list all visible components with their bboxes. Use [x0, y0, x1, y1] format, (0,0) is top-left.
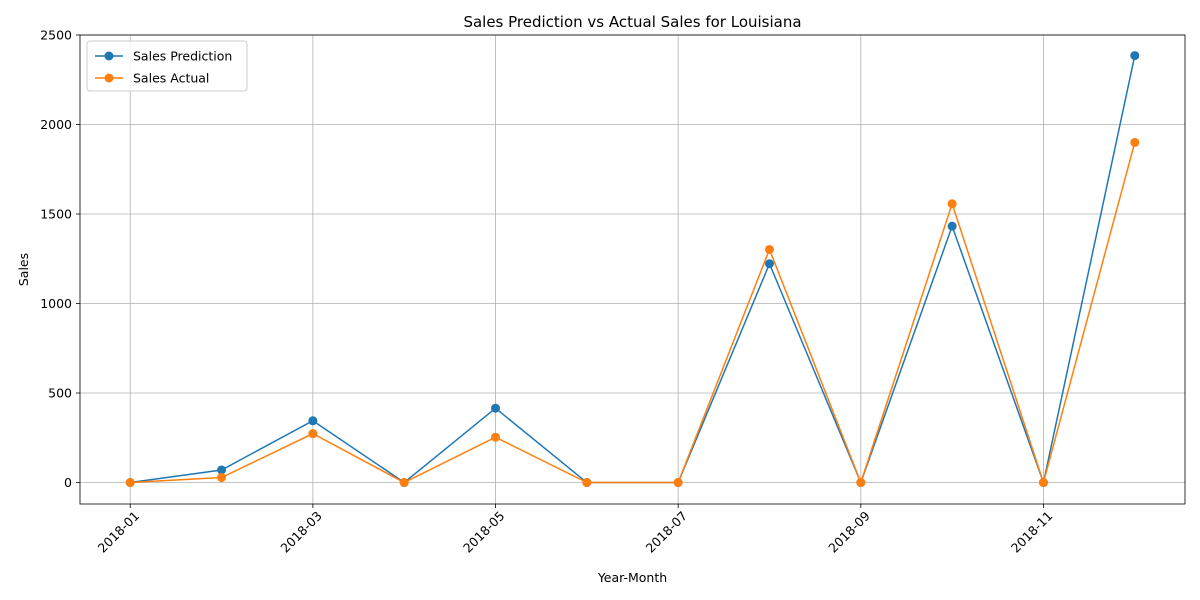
x-tick-label: 2018-05	[460, 508, 508, 556]
x-axis-label: Year-Month	[597, 570, 667, 585]
y-tick-label: 1500	[40, 207, 72, 222]
data-point	[217, 465, 227, 475]
grid-layer	[80, 34, 1185, 504]
data-point	[491, 432, 501, 442]
series-line	[130, 142, 1136, 486]
x-tick-label: 2018-03	[277, 508, 325, 556]
data-point	[308, 429, 318, 439]
data-point	[764, 244, 774, 254]
data-point	[1038, 478, 1048, 488]
legend-label: Sales Actual	[133, 71, 209, 86]
data-point	[764, 259, 774, 269]
data-point	[491, 403, 501, 413]
y-tick-label: 500	[48, 386, 72, 401]
y-tick-label: 0	[64, 475, 72, 490]
axes-frame	[79, 34, 1186, 505]
legend-marker	[104, 73, 114, 83]
series-prediction	[125, 51, 1140, 488]
chart-title: Sales Prediction vs Actual Sales for Lou…	[463, 13, 801, 31]
x-tick-label: 2018-09	[825, 508, 873, 556]
legend-label: Sales Prediction	[133, 49, 232, 64]
data-point	[1130, 137, 1140, 147]
x-tick-label: 2018-01	[95, 508, 143, 556]
y-tick-label: 1000	[40, 296, 72, 311]
data-point	[582, 478, 592, 488]
series-line	[130, 55, 1136, 486]
data-point	[673, 478, 683, 488]
data-point	[856, 478, 866, 488]
x-tick-label: 2018-11	[1008, 508, 1056, 556]
y-tick-label: 2000	[40, 117, 72, 132]
legend: Sales Prediction Sales Actual	[86, 40, 248, 92]
data-point	[1130, 51, 1140, 61]
series-actual	[125, 137, 1140, 488]
data-point	[308, 416, 318, 426]
data-point	[217, 473, 227, 483]
legend-box	[86, 40, 248, 92]
x-tick-label: 2018-07	[643, 508, 691, 556]
legend-marker	[104, 51, 114, 61]
ticks-layer: 2018-01 2018-03 2018-05 2018-07 2018-09 2018-…	[40, 28, 1055, 556]
series-layer	[125, 51, 1140, 488]
y-tick-label: 2500	[40, 28, 72, 43]
data-point	[947, 199, 957, 209]
y-axis-label: Sales	[16, 253, 31, 286]
data-point	[399, 478, 409, 488]
data-point	[125, 478, 135, 488]
data-point	[947, 221, 957, 231]
